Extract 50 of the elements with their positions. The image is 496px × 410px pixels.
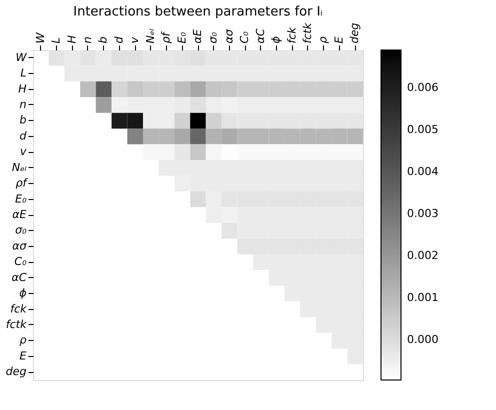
y-tick-label: αC (12, 270, 27, 284)
x-tick-label: ϕ (270, 36, 283, 44)
y-tick-label: L (20, 66, 26, 80)
y-tick-label: H (18, 82, 26, 96)
x-tick-label: C₀ (238, 30, 252, 44)
y-tick-label: b (20, 114, 27, 127)
x-tick-label: αE (191, 29, 204, 44)
x-tick-label: L (50, 37, 63, 44)
x-tick-label: E₀ (175, 32, 188, 44)
y-tick-label: W (16, 50, 28, 64)
y-tick-label: Nₑₗ (12, 160, 27, 174)
x-tick-label: ρf (160, 30, 173, 44)
y-tick-label: σ₀ (15, 224, 28, 237)
y-tick-label: fctk (6, 318, 28, 331)
y-tick-label: ϕ (19, 286, 26, 300)
y-tick-label: deg (6, 365, 27, 378)
x-tick-label: b (96, 36, 110, 44)
x-tick-label: d (112, 36, 126, 44)
y-tick-label: αE (12, 208, 27, 221)
y-tick-label: d (20, 129, 28, 142)
x-tick-label: v (128, 36, 142, 44)
chart-title: Interactions between parameters for Iᵢ (73, 4, 323, 20)
x-tick-label: ρ (316, 36, 330, 44)
y-tick-label: ασ (12, 239, 28, 252)
color-bar-label: 0.002 (407, 248, 438, 262)
x-tick-label: W (34, 32, 47, 44)
x-tick-label: H (65, 35, 78, 44)
y-tick-label: ρf (16, 176, 29, 190)
x-tick-label: n (81, 36, 94, 44)
x-tick-label: fck (285, 26, 298, 44)
x-tick-label: ασ (222, 28, 236, 44)
x-tick-label: αC (254, 28, 267, 44)
y-tick-label: n (20, 98, 27, 111)
y-tick-label: v (20, 145, 27, 158)
x-tick-label: E (332, 36, 346, 44)
y-tick-label: fck (10, 302, 28, 316)
color-bar-label: 0.001 (407, 291, 438, 304)
color-bar-label: 0.000 (407, 333, 438, 346)
y-tick-label: E₀ (15, 192, 28, 206)
x-tick-label: σ₀ (206, 32, 220, 44)
color-bar-label: 0.006 (407, 80, 438, 94)
y-tick-label: C₀ (14, 255, 28, 268)
y-tick-label: ρ (20, 334, 27, 347)
x-tick-label: Nₑₗ (144, 28, 157, 44)
color-bar-label: 0.005 (407, 122, 438, 136)
color-bar-label: 0.003 (407, 206, 438, 220)
y-tick-label: E (20, 349, 27, 362)
x-tick-label: deg (348, 22, 362, 44)
color-bar-label: 0.004 (407, 164, 438, 178)
x-tick-label: fctk (301, 22, 314, 44)
